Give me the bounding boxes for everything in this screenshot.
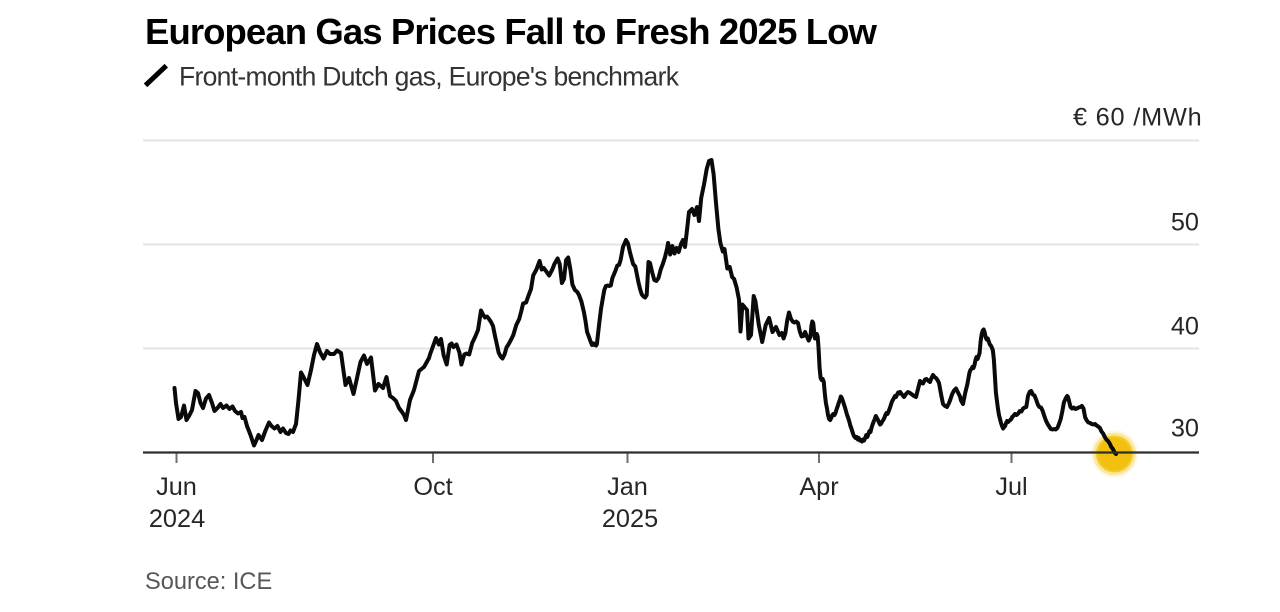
- svg-text:Jul: Jul: [995, 473, 1027, 501]
- svg-text:Source: ICE: Source: ICE: [145, 569, 272, 595]
- svg-text:Jun: Jun: [156, 473, 197, 501]
- svg-text:2025: 2025: [602, 505, 658, 533]
- svg-text:30: 30: [1171, 415, 1199, 443]
- svg-text:40: 40: [1171, 313, 1199, 341]
- svg-text:€ 60 /MWh: € 60 /MWh: [1073, 104, 1203, 132]
- svg-text:50: 50: [1171, 209, 1199, 237]
- svg-text:2024: 2024: [149, 505, 205, 533]
- svg-text:Jan: Jan: [607, 473, 648, 501]
- svg-text:Front-month Dutch gas, Europe': Front-month Dutch gas, Europe's benchmar…: [179, 62, 680, 92]
- svg-text:Oct: Oct: [413, 473, 452, 501]
- svg-text:Apr: Apr: [799, 473, 838, 501]
- svg-text:European Gas Prices Fall to Fr: European Gas Prices Fall to Fresh 2025 L…: [145, 11, 878, 52]
